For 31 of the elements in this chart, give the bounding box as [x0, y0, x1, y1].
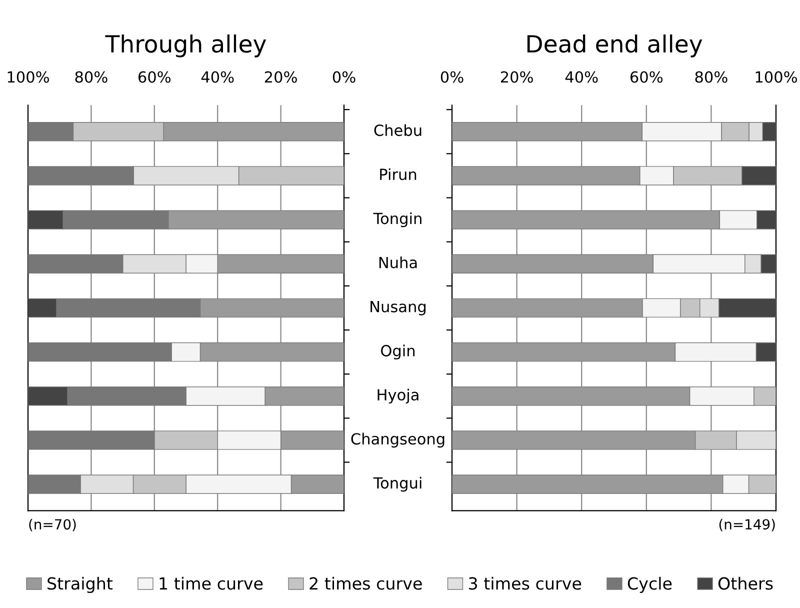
text: (n=70) [29, 518, 76, 532]
x-tick-label: 100% [8, 71, 49, 83]
y-tick-label: Nusang [370, 301, 426, 316]
y-tick-label: Hyoja [378, 388, 418, 404]
x-tick-label: 80% [695, 71, 728, 83]
y-tick-label: Ogin [381, 344, 415, 360]
x-tick-label: 20% [264, 71, 297, 83]
x-tick-label: 0% [332, 71, 356, 83]
legend-label: Straight [48, 576, 113, 593]
x-tick-label: 60% [138, 71, 171, 83]
x-tick-label: 40% [201, 71, 234, 83]
x-tick-label: 80% [75, 71, 108, 83]
y-tick-label: Pirun [380, 168, 416, 180]
x-tick-label: 0% [440, 71, 464, 83]
legend-label: Cycle [628, 576, 672, 593]
x-tick-label: 40% [565, 71, 598, 83]
y-tick-label: Changseong [351, 432, 444, 448]
x-tick-label: 20% [500, 71, 533, 83]
chart-title: Dead end alley [527, 34, 702, 58]
y-tick-label: Nuha [379, 256, 417, 268]
y-tick-label: Tongui [373, 476, 422, 492]
legend-label: 3 times curve [469, 576, 582, 590]
y-tick-label: Tongin [373, 212, 422, 228]
text: (n=149) [719, 518, 775, 532]
x-tick-label: 60% [630, 71, 663, 83]
y-tick-label: Chebu [374, 124, 422, 136]
legend-label: 2 times curve [310, 576, 422, 590]
legend-label: 1 time curve [160, 576, 263, 590]
x-tick-label: 100% [756, 71, 797, 83]
chart-title: Through alley [105, 34, 266, 58]
legend-label: Others [718, 576, 773, 590]
